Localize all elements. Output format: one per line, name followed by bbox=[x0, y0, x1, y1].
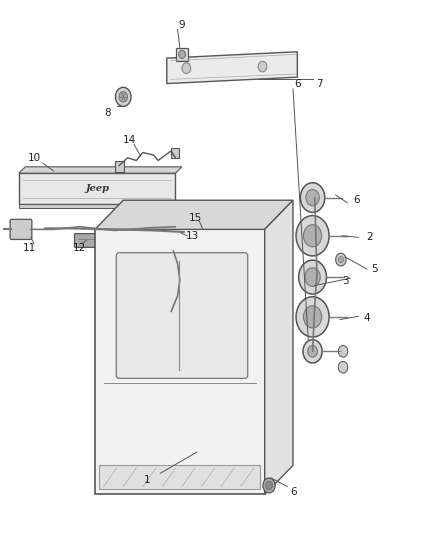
Circle shape bbox=[182, 63, 191, 74]
Text: Jeep: Jeep bbox=[85, 184, 109, 193]
Polygon shape bbox=[19, 173, 176, 204]
Text: 7: 7 bbox=[316, 78, 322, 88]
Circle shape bbox=[304, 306, 321, 328]
Circle shape bbox=[119, 92, 127, 102]
Circle shape bbox=[165, 221, 182, 243]
FancyBboxPatch shape bbox=[10, 219, 32, 239]
Circle shape bbox=[304, 225, 321, 247]
Circle shape bbox=[258, 61, 267, 72]
Circle shape bbox=[338, 256, 343, 263]
Circle shape bbox=[179, 50, 185, 59]
Circle shape bbox=[266, 481, 272, 490]
Text: 10: 10 bbox=[28, 153, 41, 163]
FancyBboxPatch shape bbox=[115, 161, 124, 172]
Text: 6: 6 bbox=[294, 78, 300, 88]
Circle shape bbox=[296, 216, 329, 256]
Circle shape bbox=[116, 87, 131, 107]
Circle shape bbox=[158, 214, 188, 251]
Polygon shape bbox=[265, 200, 293, 495]
Text: 13: 13 bbox=[186, 231, 200, 241]
Text: 6: 6 bbox=[290, 487, 297, 497]
Circle shape bbox=[338, 361, 348, 373]
Text: 12: 12 bbox=[73, 243, 86, 253]
Text: 1: 1 bbox=[144, 475, 151, 484]
Circle shape bbox=[299, 260, 326, 294]
Polygon shape bbox=[167, 52, 297, 84]
Circle shape bbox=[220, 236, 226, 244]
Text: 5: 5 bbox=[371, 264, 378, 274]
Text: 14: 14 bbox=[123, 135, 136, 146]
FancyBboxPatch shape bbox=[177, 47, 187, 61]
Circle shape bbox=[296, 297, 329, 337]
Text: 3: 3 bbox=[342, 276, 349, 286]
Circle shape bbox=[336, 253, 346, 266]
Circle shape bbox=[263, 478, 275, 493]
FancyBboxPatch shape bbox=[116, 253, 248, 378]
FancyBboxPatch shape bbox=[171, 148, 180, 158]
Circle shape bbox=[305, 268, 320, 286]
FancyBboxPatch shape bbox=[198, 228, 210, 249]
Polygon shape bbox=[95, 229, 265, 495]
Circle shape bbox=[338, 345, 348, 357]
Polygon shape bbox=[19, 167, 182, 173]
Text: 2: 2 bbox=[366, 232, 372, 243]
FancyBboxPatch shape bbox=[99, 465, 260, 489]
Text: 6: 6 bbox=[353, 195, 360, 205]
Text: 11: 11 bbox=[23, 243, 36, 253]
Circle shape bbox=[308, 345, 318, 357]
Text: 15: 15 bbox=[188, 213, 201, 223]
Text: 4: 4 bbox=[364, 313, 370, 323]
Circle shape bbox=[217, 232, 230, 247]
Text: 9: 9 bbox=[179, 20, 185, 30]
Circle shape bbox=[303, 340, 322, 363]
Polygon shape bbox=[19, 204, 176, 208]
Circle shape bbox=[306, 189, 319, 206]
Circle shape bbox=[300, 183, 325, 213]
Text: 8: 8 bbox=[105, 108, 111, 118]
Polygon shape bbox=[95, 200, 293, 229]
FancyBboxPatch shape bbox=[74, 233, 98, 247]
